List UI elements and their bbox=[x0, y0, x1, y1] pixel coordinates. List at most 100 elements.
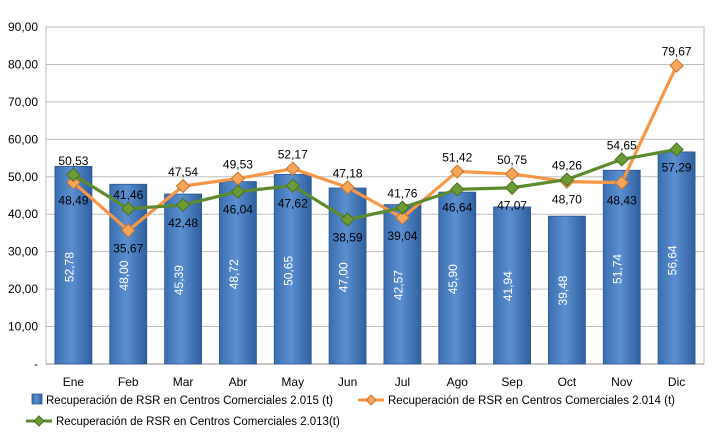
y-tick-label: 40,00 bbox=[8, 207, 38, 221]
line-value-label: 54,65 bbox=[607, 138, 637, 152]
line-marker bbox=[121, 201, 136, 216]
line-marker bbox=[450, 182, 465, 197]
line-marker bbox=[504, 180, 520, 195]
y-tick-label: 80,00 bbox=[8, 57, 38, 71]
bar bbox=[548, 215, 586, 365]
line-value-label: 50,75 bbox=[497, 153, 527, 167]
bar bbox=[164, 193, 202, 365]
bar-value-label: 42,57 bbox=[391, 270, 405, 300]
line-value-label: 42,48 bbox=[168, 216, 198, 230]
line-marker bbox=[230, 184, 246, 199]
line-value-label: 41,46 bbox=[113, 188, 143, 202]
line-marker bbox=[450, 164, 465, 179]
line-marker bbox=[669, 142, 684, 157]
bar bbox=[273, 173, 312, 365]
legend-label: Recuperación de RSR en Centros Comercial… bbox=[46, 395, 333, 407]
line-marker bbox=[285, 178, 300, 193]
line-marker bbox=[395, 200, 410, 215]
y-tick-label: 20,00 bbox=[8, 282, 38, 296]
bar bbox=[657, 151, 696, 365]
x-tick-label: Jul bbox=[395, 375, 410, 389]
line-value-label: 48,70 bbox=[552, 193, 582, 207]
y-tick-label: 50,00 bbox=[8, 170, 38, 184]
bar-value-label: 47,00 bbox=[337, 262, 351, 292]
bar bbox=[602, 169, 641, 365]
line-value-label: 49,53 bbox=[223, 158, 253, 172]
bar bbox=[383, 204, 422, 365]
line-value-label: 47,07 bbox=[497, 199, 527, 213]
line-value-label: 48,49 bbox=[58, 193, 88, 207]
line-value-label: 49,26 bbox=[552, 159, 582, 173]
line-marker bbox=[340, 212, 355, 227]
bar bbox=[438, 191, 477, 365]
x-tick-label: May bbox=[281, 375, 304, 389]
bar-value-label: 51,74 bbox=[611, 254, 625, 284]
y-tick-label: 30,00 bbox=[8, 245, 38, 259]
line-value-label: 35,67 bbox=[113, 241, 143, 255]
line-marker bbox=[66, 175, 81, 190]
legend-swatch-marker bbox=[365, 394, 377, 406]
bar-value-label: 56,64 bbox=[666, 245, 680, 275]
y-axis: - 10,00 20,00 30,00 40,00 50,00 60,00 70,00 80,0… bbox=[8, 20, 704, 371]
x-tick-label: Jun bbox=[338, 375, 357, 389]
line-value-label: 48,43 bbox=[607, 194, 637, 208]
line-marker bbox=[559, 172, 575, 187]
legend-label: Recuperación de RSR en Centros Comercial… bbox=[56, 416, 340, 428]
line-value-label: 52,17 bbox=[278, 148, 308, 162]
line-marker bbox=[614, 175, 629, 190]
line-value-label: 51,42 bbox=[442, 150, 472, 164]
y-tick-label: 60,00 bbox=[8, 132, 38, 146]
line-marker bbox=[614, 152, 629, 167]
bar-value-label: 48,72 bbox=[227, 259, 241, 289]
series-line bbox=[72, 147, 677, 222]
line-value-label: 47,62 bbox=[278, 197, 308, 211]
x-tick-label: Ago bbox=[447, 375, 469, 389]
x-tick-label: Sep bbox=[501, 375, 523, 389]
line-value-label: 57,29 bbox=[662, 160, 692, 174]
bar-value-label: 45,90 bbox=[446, 264, 460, 294]
line-marker bbox=[175, 178, 191, 194]
x-tick-label: Dic bbox=[668, 375, 685, 389]
line-value-label: 50,53 bbox=[58, 154, 88, 168]
bar bbox=[54, 165, 93, 365]
bar-value-label: 48,00 bbox=[117, 260, 131, 290]
x-tick-label: Mar bbox=[173, 375, 194, 389]
line-value-label: 39,04 bbox=[387, 229, 417, 243]
line-marker bbox=[669, 58, 684, 73]
bar-value-label: 45,39 bbox=[172, 265, 186, 295]
line-marker bbox=[285, 161, 300, 176]
y-tick-label: 90,00 bbox=[8, 20, 38, 34]
line-value-label: 79,67 bbox=[662, 45, 692, 59]
x-axis: Ene Feb Mar Abr May Jun Jul Ago Sep Oct Nov Dic bbox=[63, 375, 686, 389]
y-tick-label: 70,00 bbox=[8, 95, 38, 109]
legend-label: Recuperación de RSR en Centros Comercial… bbox=[388, 395, 675, 407]
bar-value-label: 50,65 bbox=[282, 256, 296, 286]
bar-value-label: 41,94 bbox=[501, 271, 515, 301]
bar bbox=[219, 181, 257, 365]
line-value-label: 46,04 bbox=[223, 203, 253, 217]
line-marker bbox=[395, 210, 410, 226]
bar-value-label: 52,78 bbox=[62, 252, 76, 282]
legend: Recuperación de RSR en Centros Comercial… bbox=[26, 393, 675, 428]
line-marker bbox=[175, 197, 191, 213]
line-value-label: 47,54 bbox=[168, 165, 198, 179]
line-value-label: 47,18 bbox=[333, 166, 363, 180]
series-line bbox=[72, 65, 679, 233]
bar bbox=[493, 206, 531, 365]
line-value-label: 38,59 bbox=[333, 231, 363, 245]
x-tick-label: Oct bbox=[558, 375, 577, 389]
x-tick-label: Feb bbox=[118, 375, 139, 389]
line-marker bbox=[66, 167, 81, 183]
line-value-label: 41,76 bbox=[387, 187, 417, 201]
line-marker bbox=[504, 166, 520, 182]
x-tick-label: Abr bbox=[229, 375, 248, 389]
x-tick-label: Nov bbox=[611, 375, 632, 389]
data-labels: 52,78 48,00 45,39 48,72 50,65 47,00 42,57 45,90… bbox=[58, 45, 692, 306]
line-value-label: 46,64 bbox=[442, 200, 472, 214]
line-marker bbox=[121, 223, 136, 238]
bar-value-label: 39,48 bbox=[556, 275, 570, 305]
legend-swatch bbox=[31, 393, 43, 405]
y-tick-label: - bbox=[34, 357, 38, 371]
legend-swatch-marker bbox=[33, 415, 45, 427]
